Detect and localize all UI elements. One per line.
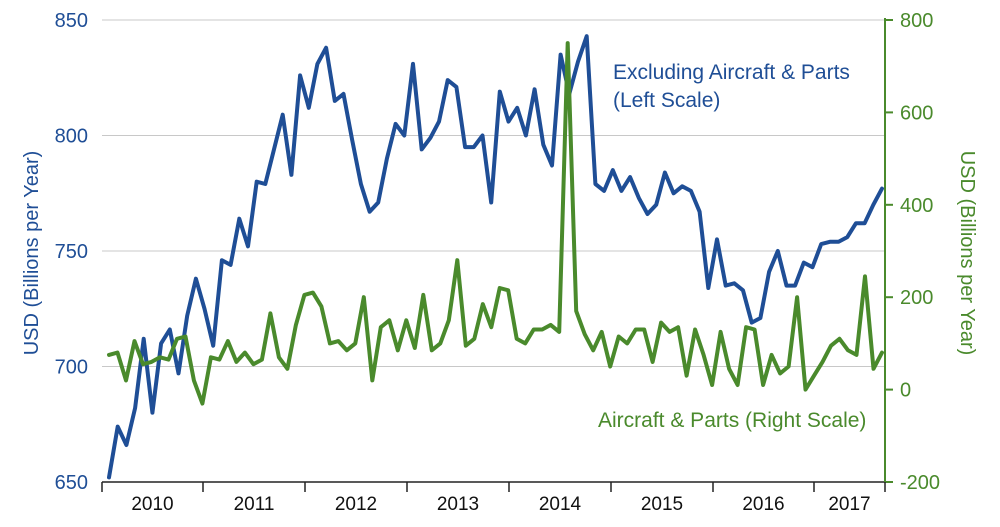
y-left-tick-label: 650 <box>55 472 88 494</box>
x-tick-label: 2013 <box>437 494 479 515</box>
y-left-tick-label: 750 <box>55 241 88 263</box>
x-tick-label: 2012 <box>335 494 377 515</box>
x-tick-label: 2017 <box>828 494 870 515</box>
y-axis-left-label: USD (Billions per Year) <box>21 151 43 356</box>
y-right-tick-label: 200 <box>900 287 933 309</box>
y-right-tick-label: 0 <box>900 380 911 402</box>
y-right-tick-label: 800 <box>900 10 933 32</box>
x-tick-label: 2010 <box>131 494 173 515</box>
series-line-aircraft-parts <box>107 41 884 406</box>
annotation-green: Aircraft & Parts (Right Scale) <box>598 409 866 432</box>
y-right-tick-label: 600 <box>900 102 933 124</box>
series-lines <box>107 34 884 480</box>
series-line-excluding-aircraft <box>107 34 884 480</box>
y-left-tick-label: 850 <box>55 10 88 32</box>
tick-labels: 650 700 750 800 850 -200 0 200 400 600 800 2010 2011… <box>55 10 940 515</box>
x-tick-label: 2011 <box>234 494 275 515</box>
y-right-tick-label: -200 <box>900 472 940 494</box>
x-tick-label: 2015 <box>641 494 683 515</box>
x-tick-label: 2016 <box>742 494 784 515</box>
y-axis-right-label: USD (Billions per Year) <box>956 151 978 356</box>
annotation-blue-line1: Excluding Aircraft & Parts <box>613 61 850 84</box>
annotation-blue-line2: (Left Scale) <box>613 89 720 112</box>
y-right-tick-label: 400 <box>900 195 933 217</box>
y-left-tick-label: 800 <box>55 126 88 148</box>
axes <box>101 18 893 492</box>
y-left-tick-label: 700 <box>55 357 88 379</box>
x-tick-label: 2014 <box>539 494 582 515</box>
